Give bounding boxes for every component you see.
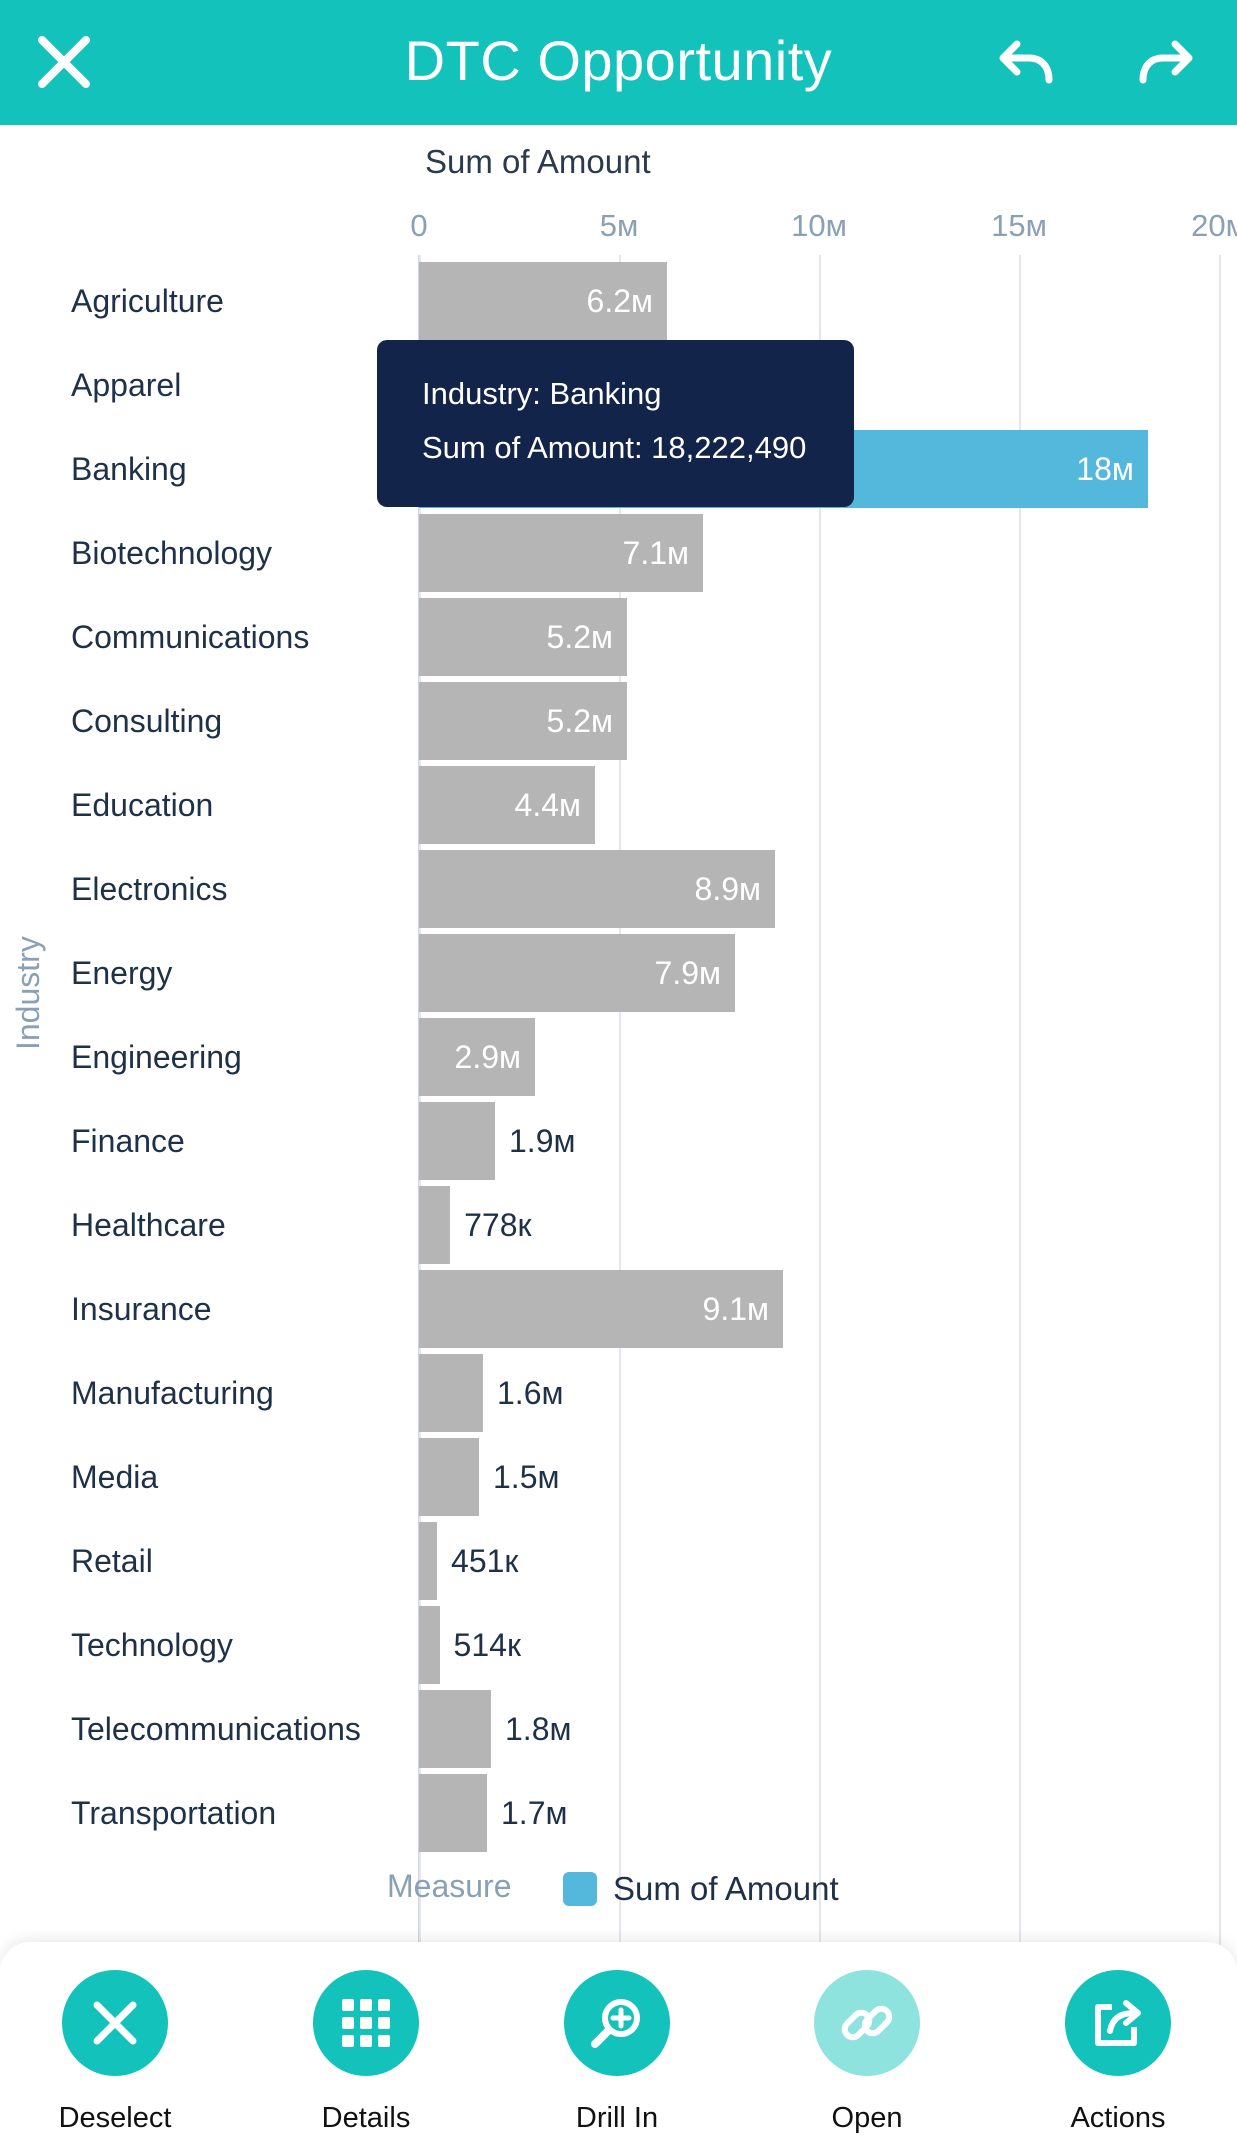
bar-value-label: 18м: [1076, 451, 1134, 487]
x-gridline: [619, 255, 621, 1985]
chart-legend: Measure Sum of Amount: [0, 1868, 1237, 1918]
bar-value-label: 1.6м: [497, 1375, 564, 1411]
category-label: Retail: [71, 1543, 153, 1579]
details-circle[interactable]: [313, 1970, 419, 2076]
bar-value-label: 1.8м: [505, 1711, 572, 1747]
y-axis-title: Industry: [10, 936, 46, 1050]
category-label: Transportation: [71, 1795, 277, 1831]
x-tick-label: 15м: [991, 208, 1047, 243]
bar-value-label: 1.9м: [509, 1123, 576, 1159]
open-circle[interactable]: [814, 1970, 920, 2076]
deselect-label: Deselect: [58, 2102, 172, 2134]
bar[interactable]: [419, 1354, 483, 1432]
grid-icon: [342, 1999, 390, 2047]
category-label: Banking: [71, 451, 187, 487]
category-label: Engineering: [71, 1039, 242, 1075]
category-label: Biotechnology: [71, 535, 273, 571]
category-label: Agriculture: [71, 283, 224, 319]
undo-icon[interactable]: [995, 30, 1057, 92]
bar-value-label: 5.2м: [546, 619, 613, 655]
x-tick-label: 20м: [1191, 208, 1237, 243]
bar[interactable]: [419, 1102, 495, 1180]
drill-in-circle[interactable]: [564, 1970, 670, 2076]
bar-chart: Sum of Amount Industry 0 5м 10м 15м 20м Agri…: [0, 125, 1237, 1985]
bar-value-label: 8.9м: [694, 871, 761, 907]
details-button[interactable]: Details: [256, 1970, 476, 2135]
actions-label: Actions: [1070, 2102, 1166, 2134]
x-axis-title: Sum of Amount: [425, 143, 651, 180]
category-label: Electronics: [71, 871, 228, 907]
bar[interactable]: [419, 1774, 487, 1852]
bar[interactable]: [419, 934, 735, 1012]
category-label: Media: [71, 1459, 159, 1495]
bar[interactable]: [419, 1606, 440, 1684]
header-bar: DTC Opportunity: [0, 0, 1237, 125]
close-icon: [93, 2001, 137, 2045]
open-label: Open: [831, 2102, 903, 2134]
bar[interactable]: [419, 682, 627, 760]
redo-icon[interactable]: [1135, 30, 1197, 92]
actions-button[interactable]: Actions: [1008, 1970, 1228, 2135]
bar-value-label: 9.1м: [702, 1291, 769, 1327]
bar-value-label: 2.9м: [454, 1039, 521, 1075]
bar[interactable]: [419, 850, 775, 928]
bar[interactable]: [419, 1186, 451, 1264]
share-icon: [1095, 2000, 1141, 2046]
x-gridline: [1019, 255, 1021, 1985]
bar-value-label: 778к: [464, 1207, 532, 1243]
x-gridline: [819, 255, 821, 1985]
page-title: DTC Opportunity: [404, 29, 833, 92]
bar-value-label: 451к: [451, 1543, 519, 1579]
bar[interactable]: [419, 514, 703, 592]
link-icon: [841, 2005, 893, 2041]
bar-value-label: 1.5м: [493, 1459, 560, 1495]
tooltip-industry: Industry: Banking: [422, 376, 662, 411]
bar[interactable]: [419, 262, 667, 340]
details-label: Details: [321, 2102, 411, 2134]
chart-tooltip: Industry: Banking Sum of Amount: 18,222,…: [377, 340, 854, 507]
bar-value-label: 6.2м: [586, 283, 653, 319]
drill-in-label: Drill In: [575, 2102, 659, 2134]
x-tick-label: 10м: [791, 208, 847, 243]
x-gridline: [1219, 255, 1221, 1985]
category-label: Healthcare: [71, 1207, 226, 1243]
bar-value-label: 514к: [453, 1627, 521, 1663]
legend-swatch: [563, 1872, 597, 1906]
category-label: Communications: [71, 619, 310, 655]
open-button[interactable]: Open: [757, 1970, 977, 2135]
bar-value-label: 1.7м: [501, 1795, 568, 1831]
tooltip-amount: Sum of Amount: 18,222,490: [422, 430, 807, 465]
category-label: Apparel: [71, 367, 182, 403]
bar[interactable]: [419, 1438, 479, 1516]
bar-value-label: 4.4м: [514, 787, 581, 823]
category-label: Telecommunications: [71, 1711, 361, 1747]
category-label: Energy: [71, 955, 173, 991]
category-label: Technology: [71, 1627, 233, 1663]
bar[interactable]: [419, 1522, 438, 1600]
x-tick-label: 0: [410, 208, 428, 243]
category-label: Manufacturing: [71, 1375, 274, 1411]
bar-value-label: 7.1м: [622, 535, 689, 571]
x-tick-label: 5м: [599, 208, 639, 243]
zoom-in-icon: [591, 1999, 640, 2048]
deselect-button[interactable]: Deselect: [5, 1970, 225, 2135]
bar-value-label: 7.9м: [654, 955, 721, 991]
drill-in-button[interactable]: Drill In: [507, 1970, 727, 2135]
bar[interactable]: [419, 1690, 491, 1768]
deselect-circle[interactable]: [62, 1970, 168, 2076]
category-label: Finance: [71, 1123, 185, 1159]
bar-value-label: 5.2м: [546, 703, 613, 739]
category-label: Consulting: [71, 703, 223, 739]
legend-title: Measure: [387, 1868, 512, 1904]
close-icon[interactable]: [34, 32, 94, 92]
action-bar: Deselect Details Drill: [0, 1942, 1237, 2148]
category-label: Education: [71, 787, 214, 823]
bar[interactable]: [419, 1270, 783, 1348]
legend-entry[interactable]: Sum of Amount: [613, 1870, 839, 1907]
category-label: Insurance: [71, 1291, 212, 1327]
bar[interactable]: [419, 766, 595, 844]
bar[interactable]: [419, 598, 627, 676]
bar[interactable]: [419, 1018, 535, 1096]
actions-circle[interactable]: [1065, 1970, 1171, 2076]
